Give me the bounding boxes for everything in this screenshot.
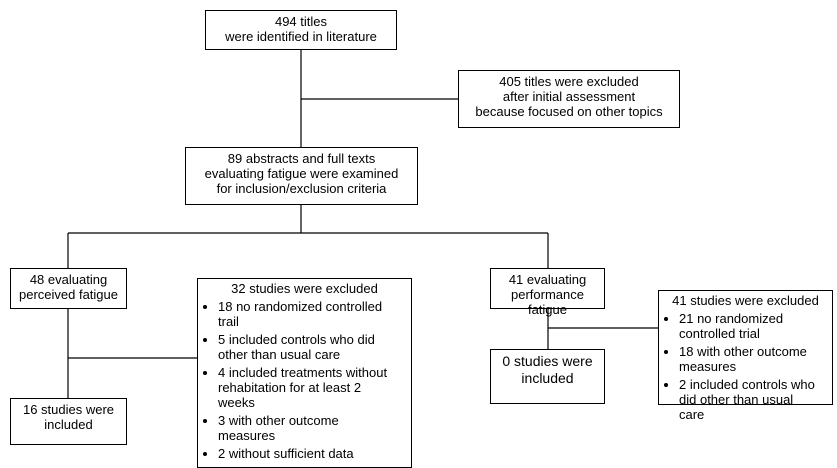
bullet-text: 2 included controls who <box>679 377 815 392</box>
bullet-text: measures <box>679 359 737 374</box>
exclusion-box: 41 studies were excluded 21 no randomized… <box>658 290 833 422</box>
bullet-item: 4 included treatments withoutrehabitatio… <box>218 365 405 410</box>
bullet-text: rehabitation for at least 2 <box>218 380 362 395</box>
box-text: 405 titles were excluded <box>499 74 639 89</box>
flow-box: 89 abstracts and full texts evaluating fa… <box>185 147 418 205</box>
box-text: were identified in literature <box>225 29 377 44</box>
bullet-text: trail <box>218 314 239 329</box>
connectors <box>67 50 658 398</box>
box-text: perceived fatigue <box>18 287 118 302</box>
bullet-text: controlled trial <box>679 326 760 341</box>
bullet-text: 3 with other outcome <box>218 413 339 428</box>
flow-box: 405 titles were excluded after initial as… <box>458 70 680 128</box>
bullet-list: 18 no randomized controlledtrail5 includ… <box>204 299 405 461</box>
box-text: 16 studies were <box>22 402 115 417</box>
box-text: for inclusion/exclusion criteria <box>216 181 387 196</box>
box-text: 0 studies were <box>502 353 593 369</box>
flow-box: 0 studies were included <box>490 349 605 404</box>
bullet-text: 21 no randomized <box>679 311 784 326</box>
flow-box: 494 titles were identified in literature <box>205 10 397 50</box>
box-text: because focused on other topics <box>475 104 663 119</box>
bullet-text: 18 no randomized controlled <box>218 299 383 314</box>
box-text: 89 abstracts and full texts <box>227 151 376 166</box>
bullet-text: 4 included treatments without <box>218 365 388 380</box>
flow-box: 48 evaluating perceived fatigue <box>10 268 127 309</box>
box-text: after initial assessment <box>502 89 636 104</box>
bullet-text: other than usual care <box>218 347 341 362</box>
bullet-text: 5 included controls who did <box>218 332 375 347</box>
box-text: included <box>44 417 93 432</box>
box-title: 41 studies were excluded <box>672 293 819 308</box>
box-text: performance fatigue <box>511 287 584 317</box>
box-text: 41 evaluating <box>508 272 587 287</box>
page: (() => { const data = JSON.parse(documen… <box>0 0 837 454</box>
bullet-text: measures <box>218 428 276 443</box>
flow-box: 41 evaluating performance fatigue <box>490 268 605 317</box>
box-text: included <box>521 370 574 386</box>
bullet-text: care <box>679 407 705 422</box>
exclusion-box: 32 studies were excluded 18 no randomized… <box>197 278 412 468</box>
box-text: 494 titles <box>274 14 328 29</box>
bullet-text: 18 with other outcome <box>679 344 807 359</box>
box-title: 32 studies were excluded <box>231 281 378 296</box>
flow-box: 16 studies were included <box>10 398 127 445</box>
bullet-text: weeks <box>218 395 255 410</box>
box-text: 48 evaluating <box>29 272 108 287</box>
bullet-text: did other than usual <box>679 392 794 407</box>
box-text: evaluating fatigue were examined <box>204 166 399 181</box>
